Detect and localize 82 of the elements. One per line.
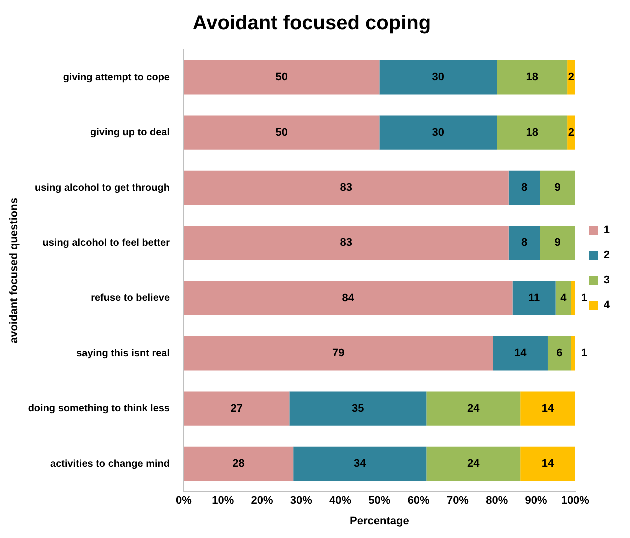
data-label: 34 <box>354 458 368 470</box>
y-tick-label: using alcohol to get through <box>35 182 170 194</box>
x-tick-label: 20% <box>251 495 274 508</box>
x-tick-label: 50% <box>368 495 391 508</box>
bar <box>184 170 509 206</box>
x-tick-label: 0% <box>176 495 192 508</box>
y-tick-label: refuse to believe <box>91 293 170 304</box>
data-label: 50 <box>276 72 288 84</box>
x-tick-label: 70% <box>446 495 470 508</box>
bar <box>497 60 568 95</box>
data-label: 4 <box>560 292 568 304</box>
data-label: 8 <box>521 237 528 250</box>
bar <box>184 116 380 150</box>
y-tick-label: giving up to deal <box>90 128 170 139</box>
data-label: 14 <box>514 348 528 360</box>
x-tick-label: 10% <box>212 495 234 508</box>
bar <box>520 392 576 426</box>
data-label: 18 <box>526 126 538 139</box>
data-label: 83 <box>340 182 353 194</box>
bar <box>556 281 572 316</box>
bar <box>426 392 521 426</box>
bar <box>380 60 498 95</box>
x-tick-label: 100% <box>561 495 590 508</box>
bar <box>548 336 572 371</box>
bar <box>508 170 540 206</box>
bar <box>184 60 380 95</box>
data-label: 83 <box>340 237 353 250</box>
bar <box>540 170 576 206</box>
bar <box>294 446 427 482</box>
x-axis-title: Percentage <box>350 515 410 528</box>
data-label: 14 <box>542 458 555 470</box>
data-label: 24 <box>468 402 481 415</box>
x-tick-label: 40% <box>330 495 352 508</box>
data-label: 35 <box>352 402 364 415</box>
bar <box>290 392 427 426</box>
data-label: 1 <box>581 348 588 360</box>
y-tick-label: doing something to think less <box>28 404 170 415</box>
legend-label: 1 <box>604 224 610 237</box>
legend-label: 3 <box>604 274 610 287</box>
data-label: 9 <box>554 237 561 250</box>
data-label: 79 <box>332 348 345 360</box>
bar <box>512 281 556 316</box>
data-label: 14 <box>542 402 555 415</box>
bar <box>426 446 521 482</box>
y-tick-label: activities to change mind <box>50 458 170 470</box>
x-tick-label: 30% <box>290 495 313 508</box>
data-label: 2 <box>568 126 575 139</box>
data-label: 50 <box>276 126 288 139</box>
y-axis-title: avoidant focused questions <box>8 198 21 344</box>
legend-label: 4 <box>604 300 611 312</box>
bar <box>497 116 568 150</box>
bar <box>184 226 509 260</box>
data-label: 1 <box>581 292 588 304</box>
data-label: 6 <box>556 348 563 360</box>
data-label: 30 <box>432 72 445 84</box>
data-label: 8 <box>521 182 528 194</box>
data-label: 18 <box>526 72 538 84</box>
data-label: 2 <box>568 72 575 84</box>
bar <box>184 281 513 316</box>
bar <box>508 226 540 260</box>
data-label: 11 <box>528 292 540 304</box>
legend-label: 2 <box>604 250 610 262</box>
chart-title: Avoidant focused coping <box>192 12 432 35</box>
bar <box>184 392 290 426</box>
y-tick-label: using alcohol to feel better <box>42 238 170 249</box>
data-label: 27 <box>230 402 243 415</box>
bar <box>184 336 494 371</box>
bar <box>380 116 498 150</box>
y-tick-label: giving attempt to cope <box>63 72 170 84</box>
x-tick-label: 80% <box>486 495 508 508</box>
data-label: 84 <box>342 292 356 304</box>
data-label: 30 <box>432 126 445 139</box>
data-label: 24 <box>468 458 481 470</box>
bar <box>520 446 576 482</box>
y-tick-label: saying this isnt real <box>76 348 170 360</box>
bar <box>493 336 548 371</box>
bar <box>184 446 294 482</box>
x-tick-label: 60% <box>408 495 430 508</box>
data-label: 9 <box>554 182 561 194</box>
bar <box>540 226 576 260</box>
x-tick-label: 90% <box>525 495 548 508</box>
data-label: 28 <box>232 458 245 470</box>
